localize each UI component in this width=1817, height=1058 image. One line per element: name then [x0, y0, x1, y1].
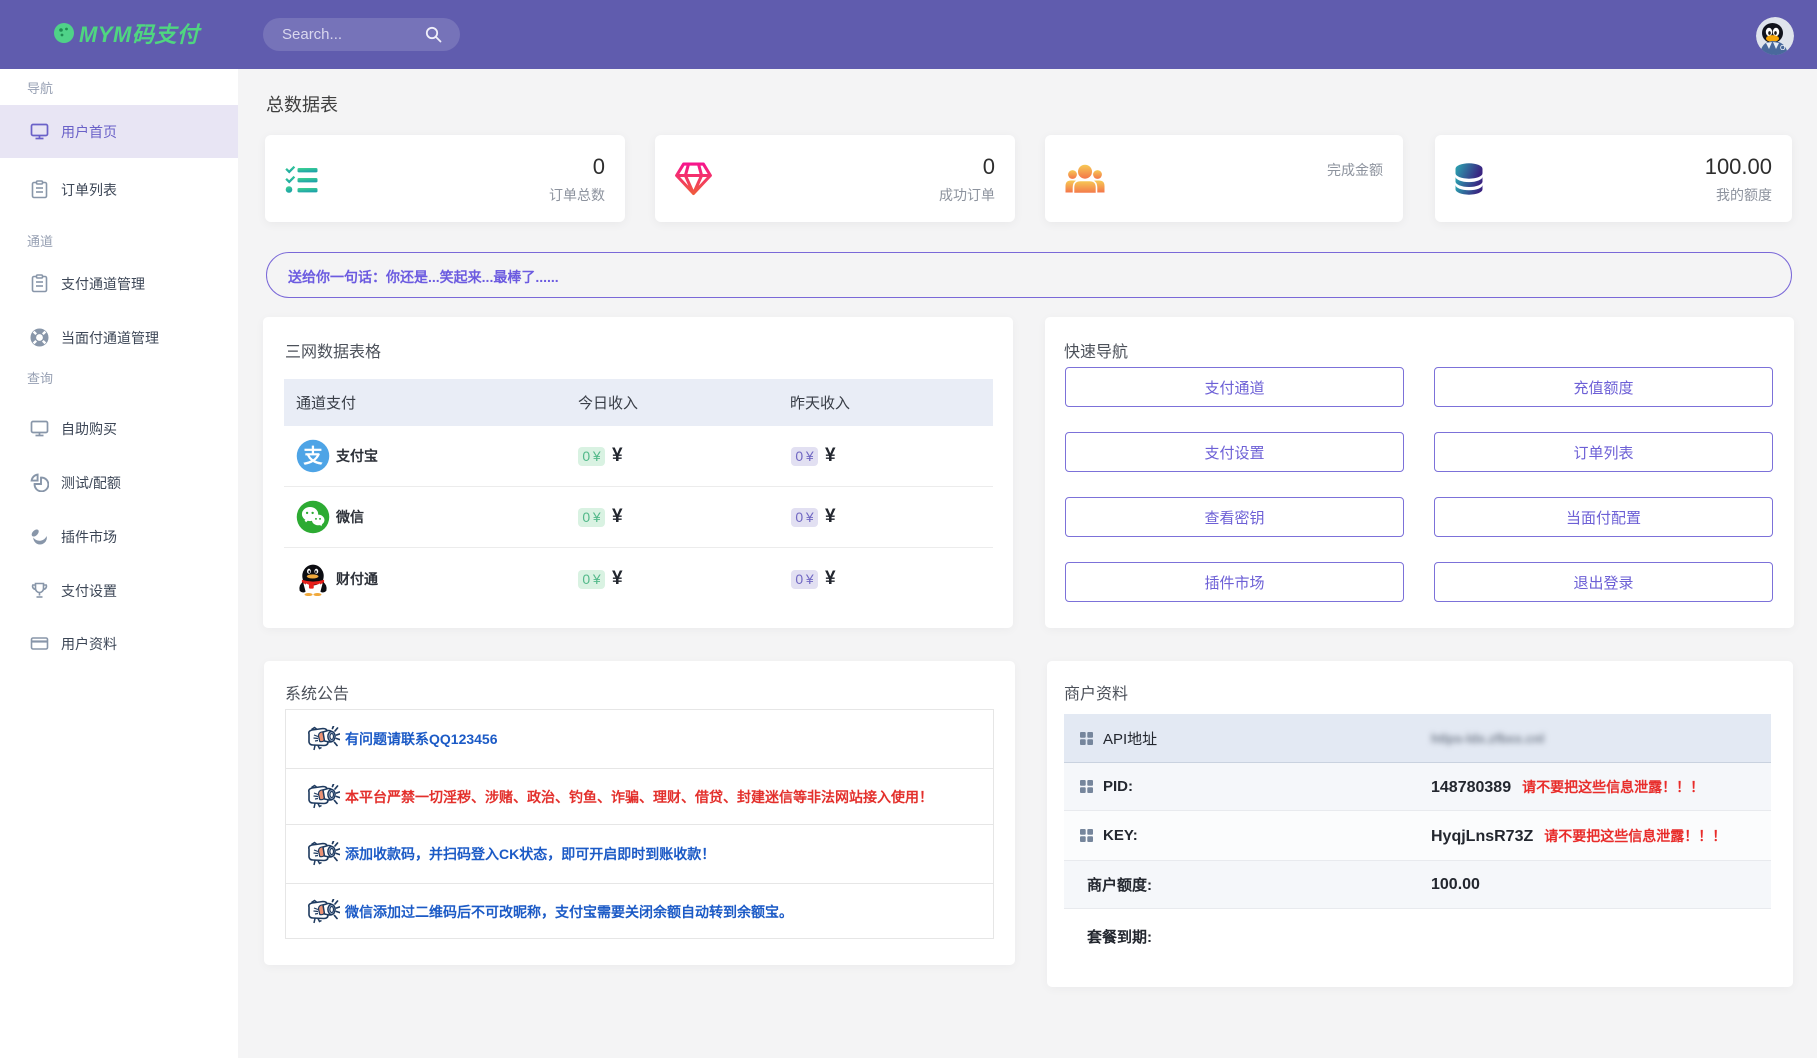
- svg-text:支: 支: [303, 445, 323, 468]
- svg-text:O: O: [1780, 45, 1786, 52]
